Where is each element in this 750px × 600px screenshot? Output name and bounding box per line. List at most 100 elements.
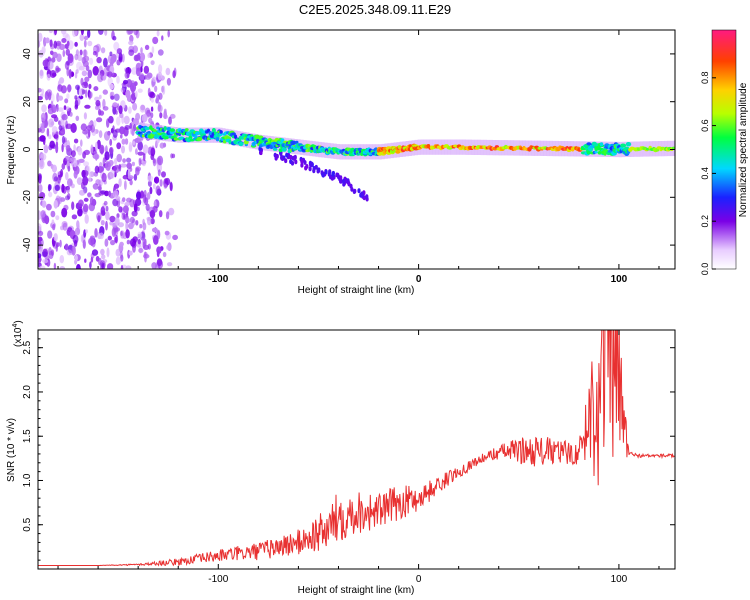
noise-blob [125,265,132,269]
noise-blob [145,203,150,211]
noise-blob [120,264,124,269]
noise-blob [113,227,119,237]
noise-blob [70,123,77,133]
noise-blob [53,262,57,269]
noise-blob [80,123,87,131]
noise-blob [122,205,129,214]
noise-blob [159,112,163,119]
noise-blob [121,138,126,145]
branch-point [292,156,296,161]
noise-blob [154,85,158,93]
noise-blob [59,239,62,248]
noise-blob [61,183,65,193]
noise-blob [88,237,95,246]
noise-blob [118,206,123,213]
noise-blob [162,142,167,148]
noise-blob [87,192,92,198]
y-tick-label: 0 [22,146,33,152]
noise-blob [135,67,141,77]
noise-blob [165,211,170,220]
noise-blob [137,151,144,156]
noise-blob [51,164,58,173]
noise-blob [140,104,146,111]
noise-blob [90,124,95,133]
snr-frame [37,329,676,570]
noise-blob [109,51,113,57]
noise-blob [161,171,166,178]
noise-blob [107,71,113,78]
y-tick-label: 20 [22,96,33,108]
noise-blob [132,102,138,111]
branch-point [314,164,318,170]
noise-blob [93,153,100,160]
noise-blob [131,128,135,136]
trace-point [295,140,299,144]
noise-blob [131,161,135,167]
snr-scale-prefix: (x10 [13,327,24,347]
noise-blob [167,30,170,38]
noise-blob [103,57,108,68]
noise-blob [56,171,61,176]
noise-blob [78,199,84,208]
noise-blob [65,172,69,181]
snr-panel: -100 0 100 0.5 1.0 1.5 2.0 2.5 Height of straig… [6,320,676,596]
noise-blob [66,67,70,77]
branch-point [258,146,262,152]
noise-blob [42,258,49,264]
trace-point [262,143,267,147]
noise-blob [83,35,89,41]
spectrogram-marks [38,30,675,269]
noise-blob [118,52,123,62]
noise-blob [98,108,102,116]
noise-blob [119,241,124,247]
noise-blob [51,219,55,226]
noise-blob [38,253,42,259]
noise-blob [109,146,114,155]
spectrogram-ylabel: Frequency (Hz) [6,116,17,185]
noise-blob [60,85,67,94]
noise-blob [61,143,64,153]
noise-blob [143,194,147,204]
noise-blob [53,176,59,182]
noise-blob [166,77,171,86]
noise-blob [50,210,56,218]
noise-blob [100,248,105,256]
trace-point [599,142,604,147]
noise-blob [140,47,143,54]
noise-blob [38,32,43,42]
branch-point [344,178,348,184]
noise-blob [46,73,51,81]
noise-blob [82,129,88,135]
noise-blob [127,175,134,180]
noise-blob [135,166,142,172]
noise-blob [84,89,88,98]
noise-blob [59,77,65,84]
noise-blob [164,230,170,236]
noise-blob [57,107,64,112]
colorbar-tick-label: 0.0 [700,263,710,276]
noise-blob [74,53,79,61]
noise-blob [87,69,93,79]
trace-point [280,138,285,143]
noise-blob [116,142,122,150]
noise-blob [88,202,96,212]
noise-blob [150,112,154,119]
noise-blob [48,118,54,128]
noise-blob [88,172,92,183]
trace-point [408,144,413,148]
x-tick-label: 100 [611,274,628,285]
noise-blob [67,53,74,64]
noise-blob [39,135,46,142]
noise-blob [142,151,146,162]
noise-blob [47,230,53,239]
noise-blob [103,200,108,206]
noise-blob [147,180,152,187]
noise-blob [147,53,151,59]
noise-blob [130,121,134,130]
branch-point [329,174,333,180]
noise-blob [101,254,106,260]
noise-blob [95,255,100,262]
noise-blob [47,60,54,70]
noise-blob [165,67,171,76]
noise-blob [74,99,79,109]
